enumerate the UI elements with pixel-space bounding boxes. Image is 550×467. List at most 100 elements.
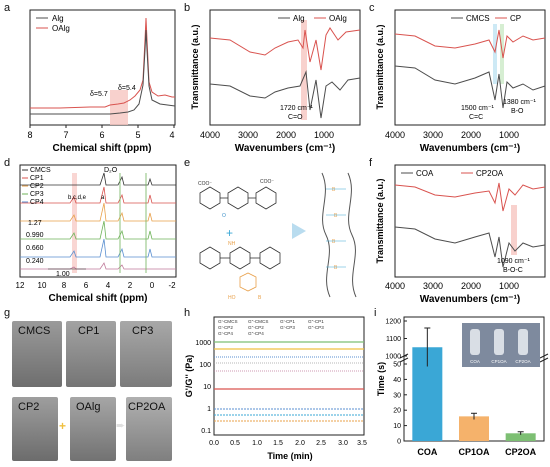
panel-label-g: g	[4, 307, 11, 319]
annotation-b-co: C=O	[288, 114, 303, 121]
legend-h-0: G'-CMCS	[218, 319, 238, 324]
legend-h-3: G''-CP1	[308, 319, 324, 324]
xtick-f: 4000	[385, 281, 405, 291]
annotation-c-cc: C=C	[469, 114, 483, 121]
panel-label-e: e	[184, 157, 191, 169]
inset-label-cp1oa: CP1OA	[491, 359, 506, 364]
xtick-b: 2000	[276, 130, 296, 140]
panel-f: f Transmittance (a.u.) 4000 3000 2000 10…	[365, 155, 550, 305]
ytick-i: 20	[393, 408, 401, 415]
xtick-d: 8	[62, 281, 67, 290]
panel-label-d: d	[4, 157, 11, 169]
vial-photo-cp3	[120, 321, 172, 387]
legend-a-alg: Alg	[52, 14, 64, 23]
xtick-d: 4	[106, 281, 111, 290]
vial-photo-cmcs	[12, 321, 62, 387]
xtick-d: 0	[150, 281, 155, 290]
annotation-c-1500: 1500 cm⁻¹	[461, 105, 495, 112]
legend-h-2: G'-CP1	[280, 319, 295, 324]
svg-text:B: B	[334, 265, 338, 271]
xlabel-c: Wavenumbers (cm⁻¹)	[420, 143, 520, 154]
ftir-chart-f: Transmittance (a.u.) 4000 3000 2000 1000…	[375, 164, 546, 305]
legend-b-oalg: OAlg	[329, 14, 347, 23]
vial-photo-oalg	[70, 397, 116, 461]
legend-h-6: G'-CP3	[280, 325, 295, 330]
xtick-h: 2.0	[295, 440, 305, 447]
svg-text:COO⁻: COO⁻	[260, 179, 274, 185]
annotation-b-1720: 1720 cm⁻¹	[280, 105, 314, 112]
photo-label-cmcs: CMCS	[18, 325, 51, 337]
ytick-i: 0	[397, 439, 401, 446]
annotation-d-bcde: b,c,d,e	[68, 195, 87, 201]
panel-label-c: c	[369, 2, 375, 14]
xlabel-d: Chemical shift (ppm)	[49, 293, 148, 304]
xlabel-h: Time (min)	[267, 451, 312, 461]
xtick-b: 3000	[238, 130, 258, 140]
ylabel-i: Time (s)	[376, 362, 386, 396]
panel-label-f: f	[369, 157, 373, 169]
annotation-c-1380: 1380 cm⁻¹	[503, 99, 537, 106]
xtick-d: -2	[168, 281, 176, 290]
ytick-h: 1000	[195, 340, 211, 347]
xlabel-f: Wavenumbers (cm⁻¹)	[420, 294, 520, 305]
legend-d-cp1: CP1	[30, 175, 44, 182]
plus-icon: +	[59, 419, 67, 433]
legend-f-cp2oa: CP2OA	[476, 169, 504, 178]
value-d-127: 1.27	[28, 220, 42, 227]
nmr-chart-a: 8 7 6 5 4 Chemical shift (ppm) Alg OAlg …	[27, 9, 176, 154]
panel-h: h 1000 100 10 1 0.1 G'/G'' (Pa) 0.0 0.5 …	[180, 305, 370, 467]
legend-h-7: G''-CP3	[308, 325, 324, 330]
xtick-d: 12	[16, 281, 25, 290]
xtick-a: 4	[169, 130, 174, 140]
xtick-f: 1000	[499, 281, 519, 291]
xtick-a: 7	[63, 130, 68, 140]
arrow-right-icon: ➨	[116, 420, 126, 432]
legend-h-5: G''-CP2	[248, 325, 264, 330]
xtick-h: 2.5	[316, 440, 326, 447]
panel-d: d CMCS CP1 CP2 CP3 CP4 1.27 0.990 0.660 …	[0, 155, 180, 305]
svg-text:B: B	[332, 239, 336, 245]
photo-label-cp3: CP3	[132, 325, 154, 337]
ytick-h: 1	[207, 406, 211, 413]
inset-label-coa: COA	[470, 359, 480, 364]
photo-label-cp1: CP1	[78, 325, 100, 337]
reaction-scheme-e: COO⁻ COO⁻ O + NH HO B B B B B	[198, 172, 357, 301]
xtick-f: 2000	[461, 281, 481, 291]
ylabel-h: G'/G'' (Pa)	[184, 355, 194, 397]
xtick-c: 2000	[461, 130, 481, 140]
ylabel-b: Transmittance (a.u.)	[190, 24, 200, 109]
svg-text:COO⁻: COO⁻	[198, 181, 212, 187]
xtick-d: 2	[128, 281, 133, 290]
photo-label-cp2: CP2	[18, 401, 40, 413]
svg-text:O: O	[222, 213, 226, 219]
ytick-h: 0.1	[201, 428, 211, 435]
xtick-a: 8	[27, 130, 32, 140]
xtick-a: 5	[135, 130, 140, 140]
panel-label-i: i	[374, 307, 377, 319]
xtick-h: 3.0	[338, 440, 348, 447]
panel-label-a: a	[4, 2, 11, 14]
svg-text:B: B	[332, 187, 336, 193]
panel-label-h: h	[184, 307, 191, 319]
panel-label-b: b	[184, 2, 191, 14]
xtick-h: 1.0	[252, 440, 262, 447]
xtick-c: 4000	[385, 130, 405, 140]
legend-c-cmcs: CMCS	[466, 14, 490, 23]
ylabel-f: Transmittance (a.u.)	[375, 178, 385, 263]
xtick-i-coa: COA	[417, 447, 438, 457]
annotation-f-boc: B-O-C	[503, 267, 523, 274]
legend-f-coa: COA	[416, 169, 434, 178]
xtick-d: 10	[38, 281, 47, 290]
inset-label-cp2oa: CP2OA	[515, 359, 530, 364]
xtick-b: 1000	[314, 130, 334, 140]
nmr-chart-d: CMCS CP1 CP2 CP3 CP4 1.27 0.990 0.660 0.…	[16, 164, 177, 304]
svg-text:NH: NH	[228, 241, 236, 247]
annotation-d-d2o: D₂O	[104, 167, 118, 174]
rheology-chart-h: 1000 100 10 1 0.1 G'/G'' (Pa) 0.0 0.5 1.…	[184, 316, 367, 461]
ytick-i: 1200	[385, 319, 401, 326]
annotation-a-57: δ=5.7	[90, 91, 108, 98]
xtick-h: 3.5	[357, 440, 367, 447]
ytick-i: 50	[393, 362, 401, 369]
vial-photo-cp2oa	[126, 397, 172, 461]
xtick-f: 3000	[423, 281, 443, 291]
